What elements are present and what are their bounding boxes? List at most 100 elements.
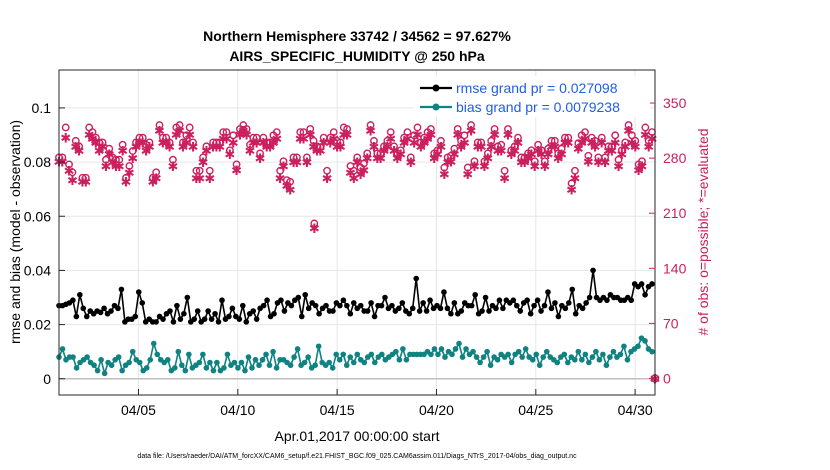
obs-evaluated-point: ✱ — [626, 136, 637, 151]
rmse-point — [555, 313, 562, 320]
obs-possible-point — [440, 163, 449, 172]
obs-possible-point — [607, 142, 616, 151]
obs-possible-point — [215, 138, 224, 147]
obs-evaluated-point: ✱ — [301, 156, 312, 171]
bias-point — [473, 354, 480, 360]
bias-point — [235, 365, 241, 371]
obs-possible-point — [567, 179, 576, 188]
y2-tick-label: 70 — [663, 315, 679, 331]
obs-possible-point — [135, 133, 144, 142]
rmse-point — [302, 291, 309, 298]
rmse-point — [118, 286, 125, 293]
obs-possible-point — [316, 143, 325, 152]
bias-point — [312, 362, 318, 369]
obs-evaluated-point: ✱ — [429, 152, 440, 167]
obs-possible-point — [155, 121, 164, 129]
obs-evaluated-point: ✱ — [74, 144, 85, 159]
bias-point — [372, 359, 378, 366]
obs-possible-point — [81, 173, 90, 182]
bias-point — [315, 343, 322, 350]
rmse-point — [541, 302, 548, 309]
bias-point — [428, 351, 434, 358]
obs-evaluated-point: ✱ — [412, 129, 423, 144]
obs-evaluated-point: ✱ — [318, 136, 329, 151]
bias-point — [354, 351, 361, 358]
obs-evaluated-point: ✱ — [181, 136, 192, 151]
bias-point — [252, 356, 259, 363]
bias-point — [494, 356, 501, 363]
bias-point — [108, 362, 115, 369]
obs-possible-point — [514, 133, 522, 142]
rmse-point — [236, 316, 243, 322]
rmse-point — [139, 300, 146, 306]
obs-possible-point — [470, 157, 479, 166]
obs-possible-point — [584, 151, 593, 160]
obs-evaluated-point: ✱ — [188, 140, 199, 155]
rmse-point — [579, 305, 586, 312]
bias-point — [221, 365, 227, 371]
obs-possible-point — [540, 157, 549, 166]
bias-point — [126, 359, 132, 366]
rmse-point — [298, 313, 305, 320]
rmse-point — [135, 289, 142, 295]
obs-possible-point — [276, 166, 285, 175]
legend-bias-label: bias grand pr = 0.0079238 — [456, 99, 620, 115]
obs-possible-point — [229, 131, 238, 140]
bias-point — [301, 359, 308, 366]
obs-evaluated-point: ✱ — [60, 132, 71, 147]
rmse-point — [590, 267, 596, 274]
obs-possible-point — [370, 136, 378, 145]
bias-point — [150, 340, 157, 347]
bias-point — [519, 354, 525, 360]
bias-point — [596, 356, 603, 363]
y-tick-label: 0 — [43, 371, 51, 387]
obs-evaluated-point: ✱ — [275, 172, 286, 187]
obs-evaluated-point: ✱ — [405, 156, 416, 171]
rmse-point — [77, 291, 83, 298]
bias-point — [98, 356, 104, 363]
rmse-point — [184, 294, 191, 301]
bias-point — [287, 362, 294, 369]
obs-evaluated-point: ✱ — [466, 125, 477, 140]
obs-evaluated-point: ✱ — [141, 144, 152, 159]
obs-evaluated-point: ✱ — [513, 136, 524, 151]
obs-possible-point — [597, 133, 606, 142]
obs-evaluated-point: ✱ — [315, 144, 326, 159]
bias-point — [231, 359, 238, 366]
obs-evaluated-point: ✱ — [523, 152, 534, 167]
obs-possible-point — [182, 131, 191, 140]
obs-possible-point — [195, 166, 204, 175]
bias-point — [94, 367, 101, 374]
bias-point — [431, 346, 438, 352]
obs-possible-point — [95, 138, 104, 147]
legend-rmse-marker — [432, 84, 440, 92]
bias-point — [350, 359, 357, 366]
bias-point — [196, 359, 203, 366]
obs-evaluated-point: ✱ — [241, 129, 252, 144]
obs-possible-point — [376, 149, 385, 158]
obs-possible-outlier — [310, 219, 319, 228]
rmse-point — [278, 297, 284, 304]
obs-possible-point — [192, 166, 201, 175]
obs-possible-point — [638, 157, 646, 166]
bias-point — [294, 346, 301, 352]
rmse-point — [572, 310, 579, 317]
y-tick-label: 0.04 — [24, 262, 51, 278]
obs-evaluated-point: ✱ — [234, 129, 245, 144]
bias-point — [147, 356, 154, 363]
bias-point — [368, 351, 375, 358]
obs-evaluated-point: ✱ — [543, 148, 554, 163]
rmse-point — [548, 305, 555, 312]
obs-evaluated-point: ✱ — [248, 136, 259, 151]
bias-point — [154, 351, 161, 358]
bias-point — [249, 365, 255, 371]
obs-evaluated-point: ✱ — [157, 136, 168, 151]
obs-possible-point — [487, 136, 496, 145]
bias-point — [575, 348, 582, 355]
y2-tick-label: 280 — [663, 150, 687, 166]
bias-point — [635, 343, 641, 350]
rmse-point — [181, 310, 187, 317]
obs-evaluated-point: ✱ — [191, 172, 202, 187]
bias-point — [403, 356, 410, 363]
obs-evaluated-point: ✱ — [559, 136, 570, 151]
